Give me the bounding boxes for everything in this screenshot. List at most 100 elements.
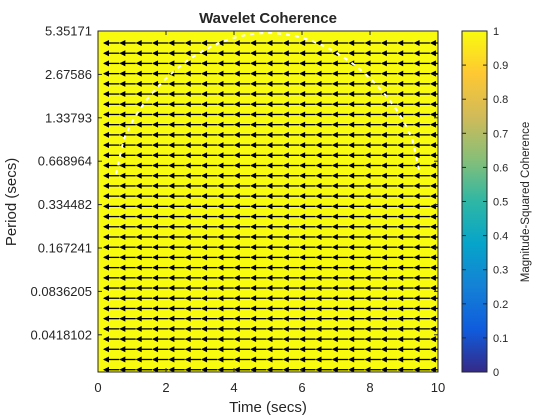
phase-arrow [348, 356, 365, 363]
phase-arrow [103, 233, 120, 240]
phase-arrow [397, 111, 414, 118]
phase-arrow [103, 315, 120, 322]
phase-arrow [397, 60, 414, 67]
x-tick-label: 4 [230, 380, 237, 395]
phase-arrow [103, 111, 120, 118]
phase-arrow [397, 152, 414, 159]
phase-arrow [266, 274, 283, 281]
phase-arrow [364, 121, 381, 128]
phase-arrow [364, 274, 381, 281]
phase-arrow [331, 274, 349, 281]
phase-arrow [135, 325, 153, 332]
phase-arrow [233, 315, 251, 322]
phase-arrow [119, 305, 136, 312]
phase-arrow [413, 254, 430, 261]
phase-arrow [380, 233, 398, 240]
phase-arrow [348, 80, 365, 87]
phase-arrow [397, 366, 414, 372]
phase-arrow [413, 244, 430, 251]
phase-arrow [119, 50, 136, 57]
phase-arrow [397, 142, 414, 149]
phase-arrow [266, 91, 283, 98]
phase-arrow [348, 213, 365, 220]
phase-arrow [429, 274, 438, 281]
phase-arrow [315, 152, 332, 159]
phase-arrow [348, 172, 365, 179]
phase-arrow [135, 121, 153, 128]
phase-arrow [266, 305, 283, 312]
phase-arrow [266, 213, 283, 220]
phase-arrow [413, 233, 430, 240]
phase-arrow [282, 336, 300, 343]
phase-arrow [397, 315, 414, 322]
phase-arrow [380, 111, 398, 118]
phase-arrow [348, 131, 365, 138]
phase-arrow [103, 346, 120, 353]
phase-arrow [184, 254, 202, 261]
phase-arrow [250, 336, 267, 343]
phase-arrow [413, 152, 430, 159]
phase-arrow [331, 131, 349, 138]
phase-arrow [299, 213, 316, 220]
phase-arrow [184, 131, 202, 138]
phase-arrow [168, 172, 185, 179]
phase-arrow [119, 40, 136, 46]
phase-arrow [152, 152, 169, 159]
phase-arrow [429, 70, 438, 77]
phase-arrow [282, 325, 300, 332]
colorbar-tick-label: 0.9 [493, 60, 508, 72]
phase-arrow [331, 121, 349, 128]
phase-arrow [201, 131, 218, 138]
phase-arrow [103, 40, 120, 46]
phase-arrow [135, 101, 153, 108]
phase-arrow [103, 295, 120, 302]
phase-arrow [364, 203, 381, 210]
phase-arrow [250, 285, 267, 292]
phase-arrow [397, 182, 414, 189]
phase-arrow [135, 356, 153, 363]
phase-arrow [250, 203, 267, 210]
phase-arrow [266, 70, 283, 77]
phase-arrow [217, 325, 234, 332]
phase-arrow [152, 162, 169, 169]
phase-arrow [250, 356, 267, 363]
phase-arrow [331, 80, 349, 87]
phase-arrow [266, 101, 283, 108]
phase-arrow [152, 233, 169, 240]
phase-arrow [331, 264, 349, 271]
phase-arrow [184, 101, 202, 108]
phase-arrow [233, 366, 251, 372]
phase-arrow [364, 325, 381, 332]
phase-arrow [380, 244, 398, 251]
y-tick-label: 5.35171 [45, 24, 92, 39]
phase-arrow [331, 254, 349, 261]
phase-arrow [429, 101, 438, 108]
phase-arrow [282, 131, 300, 138]
phase-arrow [413, 50, 430, 57]
phase-arrow [266, 285, 283, 292]
phase-arrow [217, 111, 234, 118]
phase-arrow [413, 172, 430, 179]
phase-arrow [380, 223, 398, 230]
phase-arrow [119, 203, 136, 210]
phase-arrow [380, 101, 398, 108]
phase-arrow [299, 182, 316, 189]
phase-arrow [168, 40, 185, 46]
phase-arrow [397, 346, 414, 353]
phase-arrow [184, 60, 202, 67]
phase-arrow [299, 172, 316, 179]
phase-arrow [233, 60, 251, 67]
phase-arrow [315, 244, 332, 251]
phase-arrow [217, 40, 234, 46]
phase-arrow [348, 203, 365, 210]
phase-arrow [103, 285, 120, 292]
phase-arrow [168, 111, 185, 118]
phase-arrow [348, 142, 365, 149]
y-tick-label: 0.167241 [38, 241, 92, 256]
phase-arrow [119, 315, 136, 322]
phase-arrow [152, 346, 169, 353]
phase-arrow [315, 264, 332, 271]
phase-arrow [331, 346, 349, 353]
phase-arrow [315, 182, 332, 189]
phase-arrow [217, 162, 234, 169]
